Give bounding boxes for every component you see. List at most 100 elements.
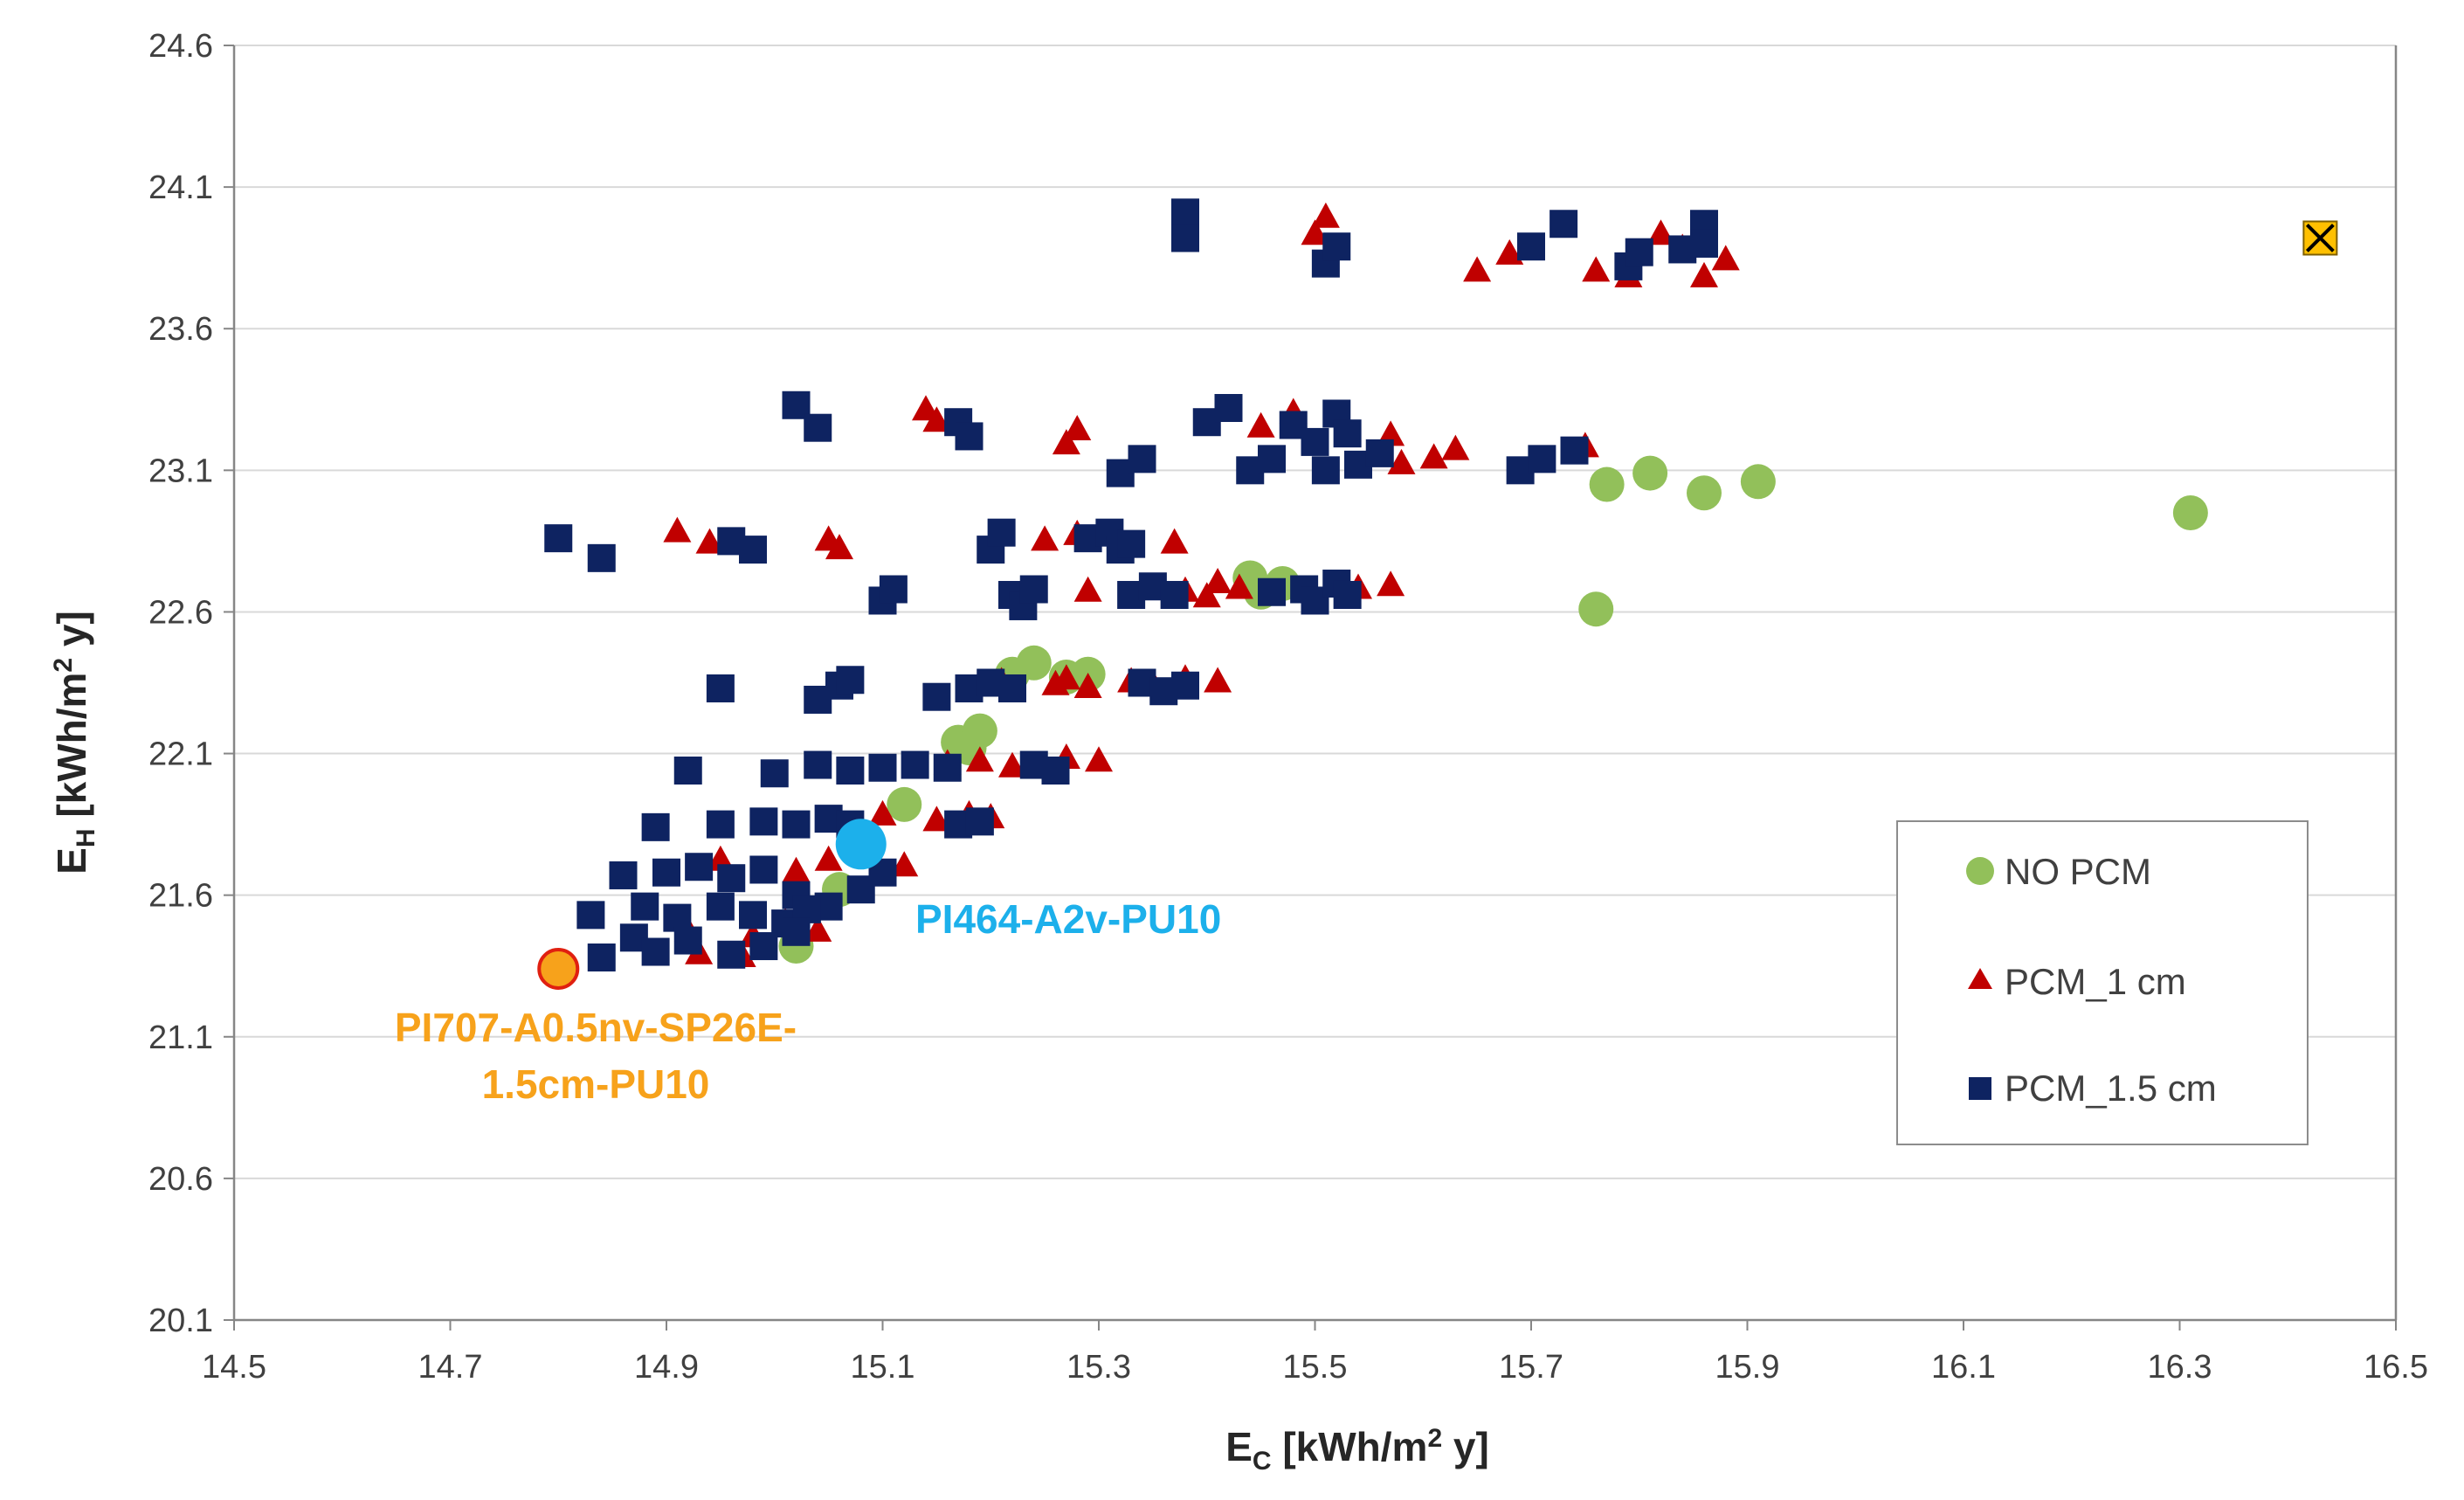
optimum-label-line2: 1.5cm-PU10 — [482, 1061, 710, 1107]
point-pcm-1-5-cm — [1171, 224, 1199, 252]
point-pcm-1-5-cm — [739, 901, 767, 930]
point-pcm-1-5-cm — [609, 861, 638, 889]
point-pcm-1-cm — [1463, 256, 1492, 282]
point-pcm-1-5-cm — [1333, 419, 1362, 448]
point-pcm-1-cm — [1052, 429, 1080, 455]
point-pcm-1-cm — [998, 751, 1026, 778]
point-pcm-1-5-cm — [706, 810, 735, 839]
point-no-pcm — [2172, 494, 2208, 530]
point-pcm-1-cm — [1073, 576, 1102, 602]
point-pcm-1-5-cm — [998, 674, 1026, 702]
point-pcm-1-cm — [1204, 568, 1232, 594]
point-no-pcm — [1740, 464, 1776, 500]
point-pcm-1-5-cm — [544, 524, 573, 553]
point-pcm-1-5-cm — [1549, 210, 1578, 238]
point-pcm-1-5-cm — [641, 937, 670, 966]
point-pcm-1-cm — [1582, 256, 1611, 282]
x-tick-label: 16.3 — [2148, 1349, 2212, 1386]
point-pcm-1-cm — [1073, 672, 1102, 698]
point-pcm-1-5-cm — [1258, 445, 1286, 474]
legend-marker-pcm-15 — [1969, 1077, 1991, 1100]
point-pcm-1-5-cm — [836, 757, 865, 785]
point-pcm-1-cm — [1711, 245, 1740, 271]
y-axis-title: EH [kWh/m2 y] — [49, 611, 100, 874]
point-pcm-1-5-cm — [1214, 394, 1243, 423]
point-pcm-1-cm — [1160, 528, 1189, 554]
x-tick-label: 14.5 — [202, 1349, 266, 1386]
point-pcm-1-cm — [1377, 570, 1405, 597]
optimum-point — [537, 947, 580, 990]
point-pcm-1-5-cm — [1041, 757, 1070, 785]
point-pcm-1-5-cm — [1365, 439, 1394, 467]
point-pcm-1-5-cm — [749, 807, 778, 836]
point-no-pcm — [887, 786, 922, 822]
point-pcm-1-5-cm — [1171, 671, 1199, 700]
point-pcm-1-cm — [890, 851, 919, 877]
y-tick-label: 20.6 — [148, 1161, 213, 1198]
point-no-pcm — [1578, 591, 1614, 627]
y-tick-label: 20.1 — [148, 1303, 213, 1339]
point-pcm-1-cm — [1387, 448, 1416, 474]
point-pcm-1-cm — [1204, 667, 1232, 693]
legend-label-no-pcm: NO PCM — [2005, 851, 2151, 892]
y-tick-label: 23.6 — [148, 311, 213, 348]
point-pcm-1-cm — [1311, 202, 1340, 228]
point-pcm-1-5-cm — [1019, 575, 1048, 604]
data-points — [544, 198, 2208, 971]
point-pcm-1-5-cm — [749, 855, 778, 884]
point-pcm-1-5-cm — [706, 674, 735, 702]
point-pcm-1-5-cm — [760, 759, 789, 788]
x-tick-label: 15.9 — [1715, 1349, 1780, 1386]
point-pcm-1-5-cm — [706, 892, 735, 921]
point-pcm-1-cm — [695, 528, 724, 554]
point-pcm-1-5-cm — [1258, 577, 1286, 606]
x-tick-label: 14.9 — [634, 1349, 699, 1386]
point-pcm-1-5-cm — [782, 917, 811, 946]
point-pcm-1-cm — [1646, 219, 1675, 245]
point-pcm-1-5-cm — [965, 807, 994, 836]
reference-label: PI464-A2v-PU10 — [915, 896, 1221, 942]
legend: NO PCM PCM_1 cm PCM_1.5 cm — [1896, 820, 2309, 1145]
point-pcm-1-5-cm — [576, 901, 605, 930]
point-pcm-1-5-cm — [1301, 427, 1329, 456]
point-no-pcm — [1632, 455, 1668, 491]
point-pcm-1-cm — [1031, 525, 1059, 551]
point-pcm-1-5-cm — [1171, 198, 1199, 227]
point-pcm-1-cm — [1441, 434, 1470, 460]
point-pcm-1-5-cm — [587, 543, 616, 572]
y-tick-label: 24.6 — [148, 28, 213, 65]
optimum-label-line1: PI707-A0.5nv-SP26E- — [395, 1005, 797, 1050]
point-pcm-1-5-cm — [987, 518, 1016, 547]
point-pcm-1-5-cm — [782, 810, 811, 839]
point-pcm-1-5-cm — [933, 753, 962, 782]
point-pcm-1-5-cm — [1625, 238, 1653, 266]
point-pcm-1-cm — [1301, 219, 1329, 245]
point-no-pcm — [1589, 467, 1625, 502]
point-pcm-1-5-cm — [879, 575, 908, 604]
point-pcm-1-5-cm — [673, 926, 702, 955]
y-tick-label: 24.1 — [148, 169, 213, 206]
point-pcm-1-cm — [1052, 664, 1080, 690]
point-pcm-1-5-cm — [1528, 445, 1556, 474]
point-pcm-1-5-cm — [641, 812, 670, 841]
point-pcm-1-5-cm — [1517, 232, 1545, 261]
point-pcm-1-5-cm — [901, 750, 929, 779]
point-pcm-1-5-cm — [1333, 580, 1362, 609]
point-pcm-1-5-cm — [717, 864, 746, 893]
point-pcm-1-5-cm — [717, 940, 746, 969]
point-pcm-1-cm — [804, 916, 832, 942]
point-pcm-1-5-cm — [1117, 529, 1146, 558]
point-pcm-1-cm — [922, 805, 951, 832]
point-pcm-1-5-cm — [1560, 436, 1589, 465]
point-pcm-1-cm — [965, 746, 994, 772]
point-pcm-1-cm — [663, 516, 692, 543]
y-tick-labels: 20.1 20.6 21.1 21.6 22.1 22.6 23.1 23.6 24.1 24.6 — [148, 28, 213, 1339]
reference-point — [835, 819, 887, 870]
x-tick-label: 14.7 — [418, 1349, 483, 1386]
point-pcm-1-5-cm — [631, 892, 659, 921]
point-pcm-1-5-cm — [955, 422, 984, 451]
point-pcm-1-cm — [1690, 261, 1718, 287]
point-pcm-1-5-cm — [685, 853, 714, 881]
y-tick-label: 22.6 — [148, 594, 213, 631]
